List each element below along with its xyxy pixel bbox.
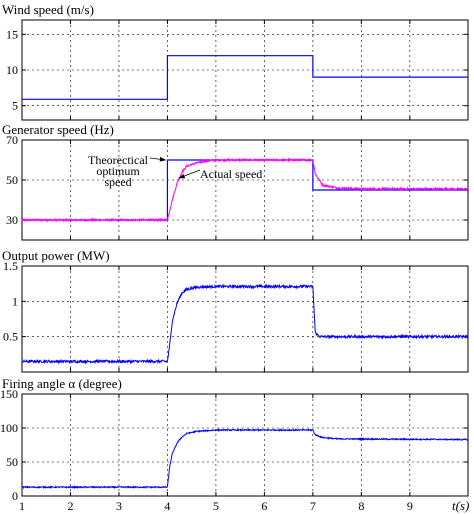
x-tick-label: 6: [261, 499, 267, 513]
series-line: [22, 55, 468, 100]
y-tick-label: 1.5: [3, 259, 18, 273]
annotation-label: Theorectical: [88, 153, 149, 167]
chart-panel: Output power (MW) 0.5 1 1.5: [2, 248, 469, 373]
y-tick-label: 50: [6, 455, 18, 469]
chart-panel: Firing angle α (degree) 1 2 3 4 5 6 7 8 9 0 50 100 15…: [0, 376, 469, 513]
y-tick-label: 70: [6, 133, 18, 147]
x-tick-label: 9: [407, 499, 413, 513]
series-line: [21, 283, 469, 365]
y-tick-label: 30: [6, 213, 18, 227]
annotation-arrow: [178, 169, 201, 179]
panel-title: Firing angle α (degree): [2, 376, 122, 391]
y-tick-label: 100: [0, 421, 18, 435]
panel-title: Output power (MW): [2, 248, 110, 263]
x-tick-label: 7: [310, 499, 316, 513]
y-tick-label: 0.5: [3, 330, 18, 344]
chart-panel: Generator speed (Hz) 30 50 70 Theorecticalop…: [2, 122, 469, 241]
y-tick-label: 5: [12, 99, 18, 113]
x-tick-label: 1: [19, 499, 25, 513]
plot-frame: [21, 265, 469, 373]
y-tick-label: 0: [12, 489, 18, 503]
y-tick-label: 1: [12, 294, 18, 308]
panel-title: Generator speed (Hz): [2, 122, 114, 137]
annotation-label: optimum: [96, 164, 140, 178]
x-tick-label: 2: [67, 499, 73, 513]
y-tick-label: 10: [6, 63, 18, 77]
panel-title: Wind speed (m/s): [2, 2, 94, 17]
x-tick-label: 5: [213, 499, 219, 513]
chart-panel: Wind speed (m/s) 5 10 15: [2, 2, 469, 121]
x-tick-label: 3: [116, 499, 122, 513]
annotation-arrow: [149, 156, 167, 162]
plot-frame: [21, 393, 469, 497]
series-line: [21, 428, 469, 490]
y-tick-label: 150: [0, 387, 18, 401]
annotation-label: Actual speed: [200, 167, 262, 181]
y-tick-label: 15: [6, 27, 18, 41]
y-tick-label: 50: [6, 173, 18, 187]
annotation-label: speed: [104, 175, 131, 189]
x-axis-title: t(s): [452, 498, 469, 513]
x-tick-label: 4: [164, 499, 170, 513]
series-line: [21, 157, 469, 223]
x-tick-label: 8: [358, 499, 364, 513]
